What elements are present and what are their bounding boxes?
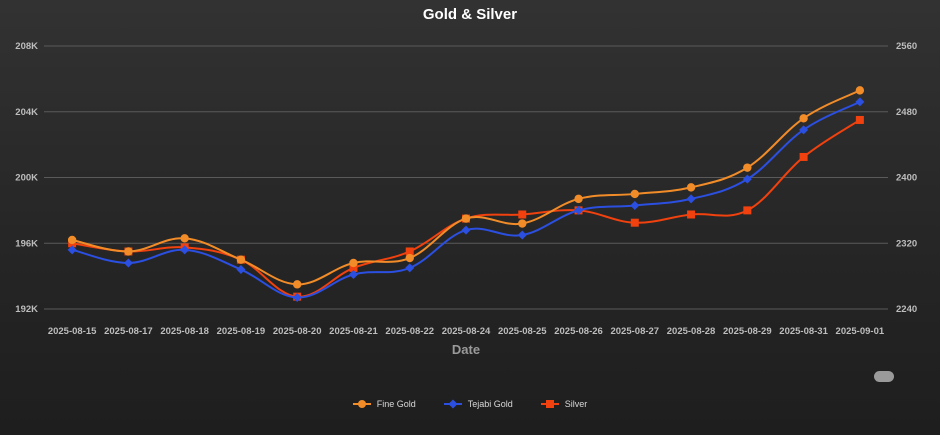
tejabi-gold-point xyxy=(517,230,527,240)
y-left-tick-label: 204K xyxy=(15,107,38,118)
silver-point xyxy=(743,206,752,215)
fine-gold-point xyxy=(293,280,302,289)
tejabi-gold-point xyxy=(236,265,246,275)
x-tick-label: 2025-08-20 xyxy=(273,326,322,337)
fine-gold-point xyxy=(799,114,808,123)
y-right-tick-label: 2400 xyxy=(896,173,917,184)
tejabi-gold-point xyxy=(67,245,77,255)
x-tick-label: 2025-08-19 xyxy=(217,326,266,337)
x-tick-label: 2025-08-24 xyxy=(442,326,491,337)
legend-item-silver[interactable]: Silver xyxy=(540,399,588,409)
y-right-tick-label: 2560 xyxy=(896,41,917,52)
legend-item-tejabi-gold[interactable]: Tejabi Gold xyxy=(443,399,513,409)
legend-label: Silver xyxy=(564,399,588,409)
x-tick-label: 2025-08-26 xyxy=(554,326,603,337)
x-tick-label: 2025-08-22 xyxy=(385,326,434,337)
x-tick-label: 2025-08-17 xyxy=(104,326,153,337)
fine-gold-point xyxy=(518,219,527,228)
y-right-tick-label: 2240 xyxy=(896,304,917,315)
tejabi-gold-point xyxy=(799,125,809,135)
tejabi-gold-point xyxy=(123,258,133,268)
silver-point xyxy=(349,263,358,272)
chart-title: Gold & Silver xyxy=(422,6,518,23)
zoom-scroll-handle[interactable] xyxy=(874,371,894,382)
tejabi-gold-point xyxy=(405,263,415,273)
x-tick-label: 2025-08-27 xyxy=(610,326,659,337)
legend-swatch xyxy=(540,399,559,409)
tejabi-gold-point xyxy=(686,194,696,204)
tejabi-gold-point xyxy=(855,97,865,107)
x-tick-label: 2025-08-31 xyxy=(779,326,828,337)
tejabi-gold-point xyxy=(348,269,358,279)
legend-label: Fine Gold xyxy=(376,399,416,409)
silver-point xyxy=(799,152,808,161)
fine-gold-point xyxy=(461,214,471,223)
tejabi-gold-point xyxy=(574,205,584,215)
silver-point xyxy=(630,218,639,227)
x-tick-label: 2025-08-15 xyxy=(48,326,97,337)
y-left-tick-label: 196K xyxy=(15,238,38,249)
y-right-tick-label: 2320 xyxy=(896,238,917,249)
y-left-tick-label: 200K xyxy=(15,173,38,184)
silver-line xyxy=(71,119,861,298)
x-tick-label: 2025-08-25 xyxy=(498,326,547,337)
fine-gold-line xyxy=(71,89,861,286)
legend-swatch xyxy=(352,399,371,409)
silver-point xyxy=(687,210,696,219)
x-tick-label: 2025-09-01 xyxy=(836,326,885,337)
chart-svg: 192K 2240 196K 2320 200K 2400 204K 2480 208K 2560… xyxy=(15,41,917,357)
tejabi-gold-line xyxy=(71,100,861,299)
y-left-tick-label: 208K xyxy=(15,41,38,52)
fine-gold-point xyxy=(67,235,77,245)
fine-gold-point xyxy=(855,86,865,95)
tejabi-gold-point xyxy=(742,174,752,184)
tejabi-gold-point xyxy=(630,200,640,210)
fine-gold-point xyxy=(349,258,358,268)
legend-swatch xyxy=(443,399,462,409)
x-tick-label: 2025-08-21 xyxy=(329,326,378,337)
legend-item-fine-gold[interactable]: Fine Gold xyxy=(352,399,416,409)
fine-gold-point xyxy=(574,194,583,204)
y-right-tick-label: 2480 xyxy=(896,107,917,118)
x-tick-label: 2025-08-28 xyxy=(667,326,716,337)
silver-point xyxy=(405,247,414,256)
fine-gold-point xyxy=(180,234,189,243)
fine-gold-point xyxy=(124,247,133,256)
chart-legend: Fine Gold Tejabi Gold Silver xyxy=(0,399,940,409)
tejabi-gold-point xyxy=(180,245,190,255)
x-tick-label: 2025-08-18 xyxy=(160,326,209,337)
y-left-tick-label: 192K xyxy=(15,304,38,315)
silver-point xyxy=(855,115,864,124)
x-tick-label: 2025-08-29 xyxy=(723,326,772,337)
fine-gold-point xyxy=(743,163,752,172)
fine-gold-point xyxy=(630,189,639,199)
fine-gold-point xyxy=(236,255,246,264)
tejabi-gold-point xyxy=(292,292,302,302)
legend-label: Tejabi Gold xyxy=(467,399,513,409)
tejabi-gold-point xyxy=(461,225,471,235)
fine-gold-point xyxy=(405,253,414,263)
silver-point xyxy=(518,210,527,219)
x-axis-label: Date xyxy=(452,342,480,357)
fine-gold-point xyxy=(686,183,696,192)
